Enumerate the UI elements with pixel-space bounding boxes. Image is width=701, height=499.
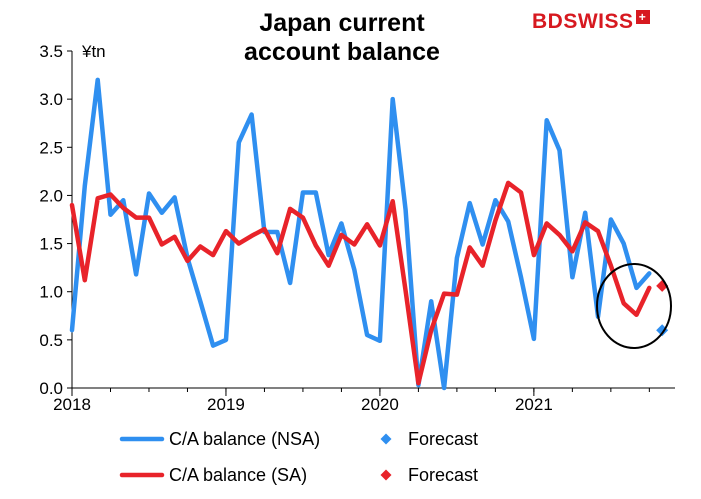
brand-swiss: SWISS (563, 10, 634, 33)
annotation-circle (596, 263, 672, 349)
chart-title-line: Japan current (259, 9, 425, 37)
y-tick-label: 2.0 (39, 186, 63, 205)
x-tick-label: 2020 (361, 395, 399, 414)
legend-label: C/A balance (NSA) (169, 429, 320, 449)
y-tick-label: 1.5 (39, 235, 63, 254)
y-axis-label: ¥tn (81, 42, 106, 61)
legend-marker-nsa (380, 433, 392, 445)
brand-cross-icon: + (635, 10, 650, 24)
x-tick-label: 2018 (53, 395, 91, 414)
x-tick-label: 2021 (515, 395, 553, 414)
y-tick-label: 0.5 (39, 331, 63, 350)
x-tick-label: 2019 (207, 395, 245, 414)
y-tick-label: 3.0 (39, 90, 63, 109)
legend-label: Forecast (408, 429, 478, 449)
legend-label: C/A balance (SA) (169, 465, 307, 485)
y-tick-label: 1.0 (39, 283, 63, 302)
brand-bd: BD (532, 10, 564, 33)
bdswiss-logo: BDSWISS + (532, 10, 650, 34)
y-tick-label: 0.0 (39, 379, 63, 398)
chart-title-line: account balance (244, 38, 440, 66)
series-line-sa (69, 180, 652, 386)
legend-marker-sa (380, 469, 392, 481)
legend-label: Forecast (408, 465, 478, 485)
y-tick-label: 2.5 (39, 138, 63, 157)
y-tick-label: 3.5 (39, 42, 63, 61)
series-line-nsa (69, 77, 652, 391)
